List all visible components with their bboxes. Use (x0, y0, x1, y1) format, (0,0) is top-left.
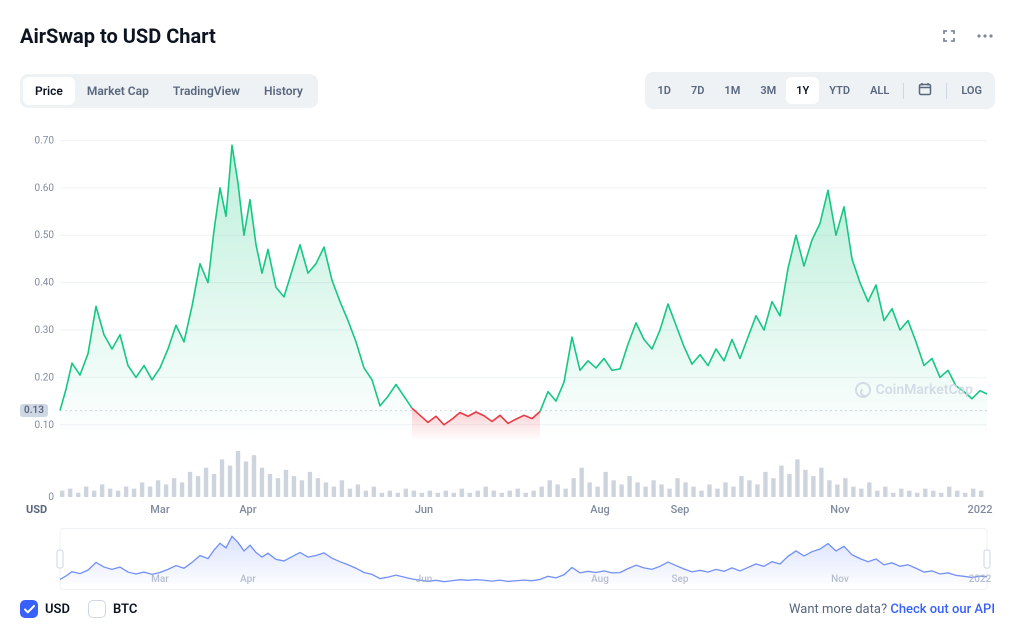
page-title: AirSwap to USD Chart (20, 24, 216, 48)
legend: USD BTC (20, 600, 137, 618)
svg-text:Nov: Nov (830, 503, 850, 516)
current-price-label: 0.13 (20, 404, 48, 417)
svg-text:Aug: Aug (591, 574, 609, 585)
log-scale-button[interactable]: LOG (951, 77, 992, 104)
more-icon[interactable] (975, 26, 995, 46)
range-3m[interactable]: 3M (750, 77, 786, 104)
svg-text:Sep: Sep (671, 503, 690, 516)
svg-text:0.30: 0.30 (35, 325, 55, 336)
svg-text:Jun: Jun (415, 503, 433, 516)
svg-text:Apr: Apr (240, 574, 256, 585)
calendar-icon[interactable] (908, 75, 942, 106)
legend-usd[interactable]: USD (20, 600, 70, 618)
range-1y[interactable]: 1Y (786, 77, 819, 104)
svg-text:Aug: Aug (590, 503, 610, 516)
range-1d[interactable]: 1D (648, 77, 681, 104)
svg-text:0.60: 0.60 (35, 183, 55, 194)
tab-tradingview[interactable]: TradingView (161, 77, 252, 105)
svg-text:Apr: Apr (239, 503, 256, 516)
svg-text:Mar: Mar (150, 503, 170, 516)
tab-price[interactable]: Price (23, 77, 75, 105)
svg-text:2022: 2022 (967, 503, 992, 516)
range-ytd[interactable]: YTD (819, 77, 860, 104)
expand-icon[interactable] (939, 26, 959, 46)
tab-marketcap[interactable]: Market Cap (75, 77, 161, 105)
range-7d[interactable]: 7D (681, 77, 714, 104)
svg-text:Sep: Sep (671, 574, 688, 585)
legend-btc[interactable]: BTC (88, 600, 137, 618)
brush-navigator[interactable]: Mar Apr Jun Aug Sep Nov 2022 (20, 528, 995, 590)
svg-text:Jun: Jun (416, 574, 433, 585)
time-range-group: 1D 7D 1M 3M 1Y YTD ALL LOG (645, 72, 996, 109)
watermark: CoinMarketCap (855, 382, 973, 398)
svg-text:0.50: 0.50 (35, 230, 55, 241)
range-all[interactable]: ALL (860, 77, 899, 104)
divider (946, 83, 947, 99)
svg-text:0.70: 0.70 (35, 135, 55, 146)
api-link[interactable]: Check out our API (890, 602, 995, 617)
checkbox-checked-icon (20, 600, 38, 618)
range-1m[interactable]: 1M (714, 77, 750, 104)
svg-text:USD: USD (26, 503, 47, 516)
svg-text:0: 0 (48, 492, 54, 503)
footer-api: Want more data? Check out our API (789, 602, 995, 617)
svg-text:Mar: Mar (151, 574, 169, 585)
svg-text:2022: 2022 (969, 574, 992, 585)
checkbox-unchecked-icon (88, 600, 106, 618)
svg-text:0.20: 0.20 (35, 372, 55, 383)
tab-history[interactable]: History (252, 77, 315, 105)
svg-text:0.10: 0.10 (35, 420, 55, 431)
svg-text:Nov: Nov (831, 574, 849, 585)
svg-text:0.40: 0.40 (35, 278, 55, 289)
chart-type-tabs: Price Market Cap TradingView History (20, 74, 318, 108)
price-chart[interactable]: 0.10 0.20 0.30 0.40 0.50 0.60 0.70 0 Mar Apr Jun Au… (20, 127, 995, 522)
divider (903, 83, 904, 99)
